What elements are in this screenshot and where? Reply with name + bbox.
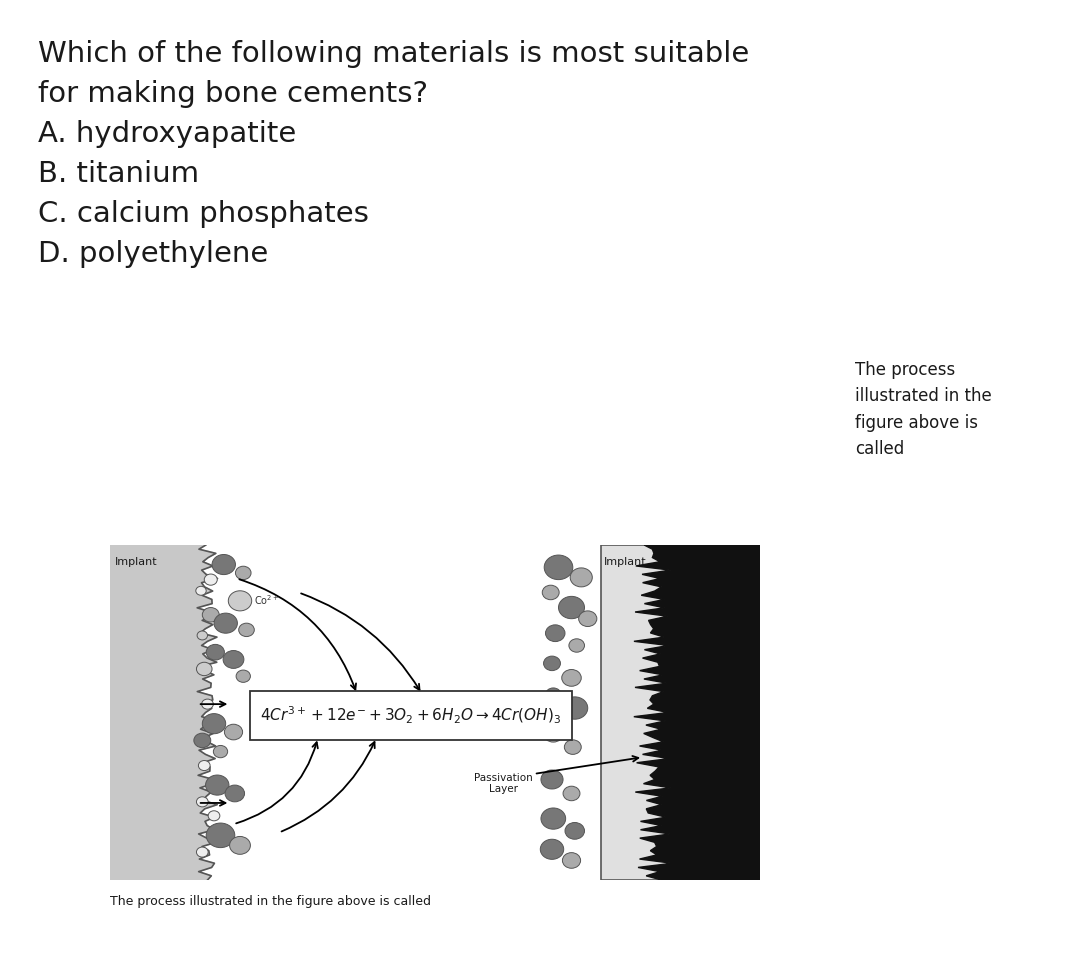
Text: Implant: Implant xyxy=(116,557,158,567)
Text: Which of the following materials is most suitable
for making bone cements?
A. hy: Which of the following materials is most… xyxy=(38,40,750,268)
Circle shape xyxy=(204,574,217,586)
Circle shape xyxy=(543,656,561,671)
Polygon shape xyxy=(634,545,760,880)
Circle shape xyxy=(197,847,208,857)
Circle shape xyxy=(202,713,226,734)
FancyBboxPatch shape xyxy=(249,691,571,741)
Circle shape xyxy=(562,670,581,686)
Circle shape xyxy=(230,836,251,854)
Circle shape xyxy=(565,740,581,754)
Circle shape xyxy=(197,663,212,675)
Circle shape xyxy=(237,671,251,682)
Circle shape xyxy=(214,746,228,757)
Circle shape xyxy=(224,651,244,669)
Polygon shape xyxy=(110,545,217,880)
Circle shape xyxy=(239,623,254,636)
Circle shape xyxy=(225,785,244,802)
Circle shape xyxy=(225,724,243,740)
Circle shape xyxy=(565,823,584,839)
Circle shape xyxy=(563,853,581,869)
Circle shape xyxy=(540,839,564,859)
Circle shape xyxy=(579,611,597,627)
Text: The process
illustrated in the
figure above is
called: The process illustrated in the figure ab… xyxy=(855,361,991,458)
Circle shape xyxy=(563,787,580,800)
Circle shape xyxy=(198,630,207,640)
Circle shape xyxy=(212,554,235,575)
Circle shape xyxy=(541,770,563,789)
FancyBboxPatch shape xyxy=(600,545,760,880)
Circle shape xyxy=(202,699,214,710)
Text: $\mathregular{Co^{2+}}$: $\mathregular{Co^{2+}}$ xyxy=(254,592,280,607)
Circle shape xyxy=(545,688,562,702)
Circle shape xyxy=(197,796,208,807)
Circle shape xyxy=(541,808,566,830)
Circle shape xyxy=(208,811,220,821)
Circle shape xyxy=(544,555,572,580)
Circle shape xyxy=(199,760,211,771)
Circle shape xyxy=(193,733,211,748)
Circle shape xyxy=(542,586,559,599)
Circle shape xyxy=(562,697,588,719)
Text: $4Cr^{3+} + 12e^{-} + 3O_2 + 6H_2O \rightarrow 4Cr(OH)_3$: $4Cr^{3+} + 12e^{-} + 3O_2 + 6H_2O \righ… xyxy=(260,705,562,726)
Text: The process illustrated in the figure above is called: The process illustrated in the figure ab… xyxy=(110,895,431,908)
Circle shape xyxy=(570,568,592,587)
Circle shape xyxy=(205,775,229,795)
Circle shape xyxy=(214,613,238,633)
Circle shape xyxy=(202,607,219,622)
Text: Passivation
Layer: Passivation Layer xyxy=(474,773,532,794)
Circle shape xyxy=(206,644,225,660)
Circle shape xyxy=(569,639,584,652)
Circle shape xyxy=(206,823,234,847)
Circle shape xyxy=(228,590,252,611)
Text: Implant: Implant xyxy=(604,557,647,567)
Circle shape xyxy=(543,725,563,742)
Circle shape xyxy=(235,566,251,580)
Circle shape xyxy=(545,625,565,641)
Circle shape xyxy=(195,587,206,595)
Circle shape xyxy=(558,596,584,619)
